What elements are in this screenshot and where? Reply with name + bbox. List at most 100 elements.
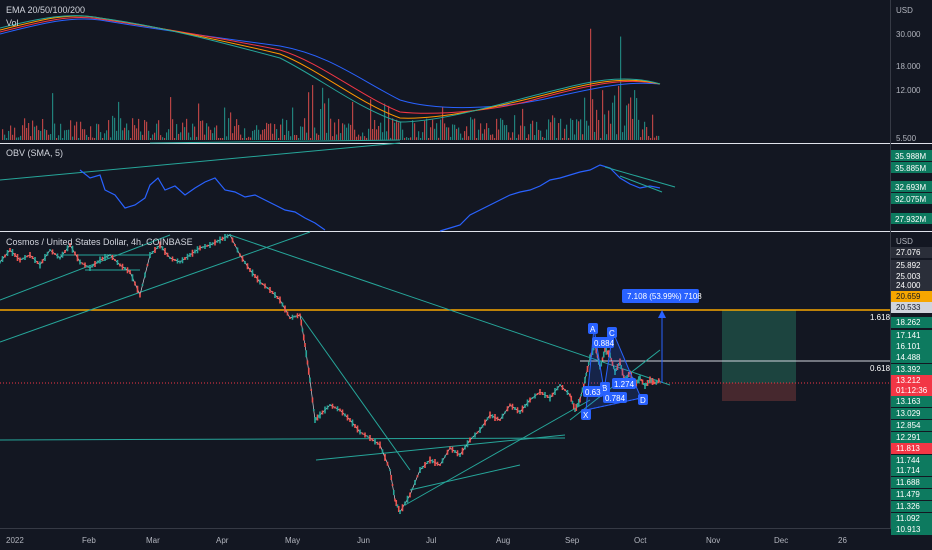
volume-bar	[458, 127, 460, 140]
volume-bar	[598, 119, 600, 140]
volume-bar	[614, 95, 616, 140]
candle	[409, 492, 411, 498]
price-badge	[891, 280, 932, 291]
volume-bar	[200, 120, 202, 140]
price-badge	[891, 385, 932, 396]
volume-bar	[644, 121, 646, 140]
candle	[586, 366, 589, 372]
volume-bar	[398, 122, 400, 140]
volume-bar	[100, 132, 102, 140]
volume-bar	[582, 134, 584, 140]
volume-bar	[296, 135, 298, 140]
candle	[652, 380, 655, 385]
volume-bar	[170, 97, 172, 140]
candle	[317, 414, 320, 418]
price-tick-label: 25.892	[896, 261, 921, 270]
volume-bar	[586, 120, 588, 140]
volume-bar	[648, 136, 650, 140]
candle	[610, 358, 613, 361]
time-axis[interactable]: 2022 Feb Mar Apr May Jun Jul Aug Sep Oct Nov Dec 26	[6, 536, 847, 545]
candle	[639, 375, 641, 381]
candle	[96, 260, 99, 264]
volume-bar	[238, 125, 240, 140]
candle	[647, 380, 650, 383]
price-tick-label: 11.479	[896, 490, 920, 499]
stop-zone[interactable]	[722, 383, 796, 401]
price-tick-label: 11.688	[896, 478, 920, 487]
price-badge	[891, 364, 932, 375]
price-tick-label: 24.000	[896, 281, 921, 290]
candle	[196, 246, 199, 254]
volume-bar	[22, 125, 24, 140]
volume-bar	[420, 138, 422, 140]
volume-bar	[414, 123, 416, 140]
candle	[34, 257, 36, 263]
volume-bar	[310, 138, 312, 140]
candle	[51, 249, 54, 255]
time-tick-label: Oct	[634, 536, 647, 545]
volume-bar	[592, 99, 594, 140]
candle	[379, 441, 381, 449]
volume-bar	[106, 130, 108, 140]
volume-bar	[494, 138, 496, 140]
candle	[399, 510, 401, 514]
candle	[156, 246, 159, 249]
obv-trendline-top[interactable]	[149, 139, 401, 144]
candle	[416, 475, 419, 478]
volume-bar	[466, 126, 468, 140]
candle	[259, 279, 261, 285]
volume-bar	[184, 127, 186, 140]
price-badge	[891, 302, 932, 313]
candle	[66, 245, 69, 252]
candle	[206, 244, 209, 247]
volume-bar	[300, 126, 302, 140]
volume-bar	[108, 120, 110, 140]
obv-trend-lower[interactable]	[619, 175, 663, 193]
candle	[641, 379, 644, 385]
volume-bar	[72, 136, 74, 140]
target-callout[interactable]	[622, 289, 699, 303]
volume-bar	[332, 136, 334, 140]
symbol-title[interactable]: Cosmos / United States Dollar, 4h, COINB…	[6, 237, 193, 247]
candle	[94, 261, 96, 267]
target-zone[interactable]	[722, 310, 796, 383]
volume-bar	[376, 129, 378, 140]
candle	[494, 414, 496, 421]
candle	[637, 376, 640, 384]
candle	[136, 285, 139, 293]
obv-trend-upper[interactable]	[604, 166, 676, 188]
volume-bar	[258, 129, 260, 140]
candle	[291, 314, 294, 320]
candle	[114, 259, 116, 261]
volume-bar	[82, 129, 84, 140]
volume-bar	[328, 98, 330, 140]
volume-bar	[256, 125, 258, 140]
volume-bar	[366, 137, 368, 140]
vol-label[interactable]: Vol	[6, 18, 19, 28]
volume-bar	[76, 121, 78, 140]
obv-label[interactable]: OBV (SMA, 5)	[6, 148, 63, 158]
candle	[554, 388, 556, 395]
volume-bar	[468, 136, 470, 140]
candle	[656, 380, 659, 383]
candle	[369, 435, 371, 441]
candle	[606, 350, 609, 355]
obv-support-line[interactable]	[0, 142, 401, 181]
volume-bar	[374, 119, 376, 140]
candle	[69, 243, 71, 247]
ema-label[interactable]: EMA 20/50/100/200	[6, 5, 85, 15]
volume-bar	[430, 127, 432, 140]
volume-bar	[278, 138, 280, 140]
price-candles	[0, 234, 660, 514]
volume-bar	[406, 137, 408, 140]
volume-bar	[144, 120, 146, 140]
candle	[239, 253, 241, 257]
price-badge	[891, 489, 932, 500]
ratio-label: 1.274	[614, 380, 635, 389]
volume-bar	[436, 123, 438, 140]
candle	[216, 239, 219, 243]
candle	[331, 403, 334, 409]
volume-bar	[368, 128, 370, 140]
